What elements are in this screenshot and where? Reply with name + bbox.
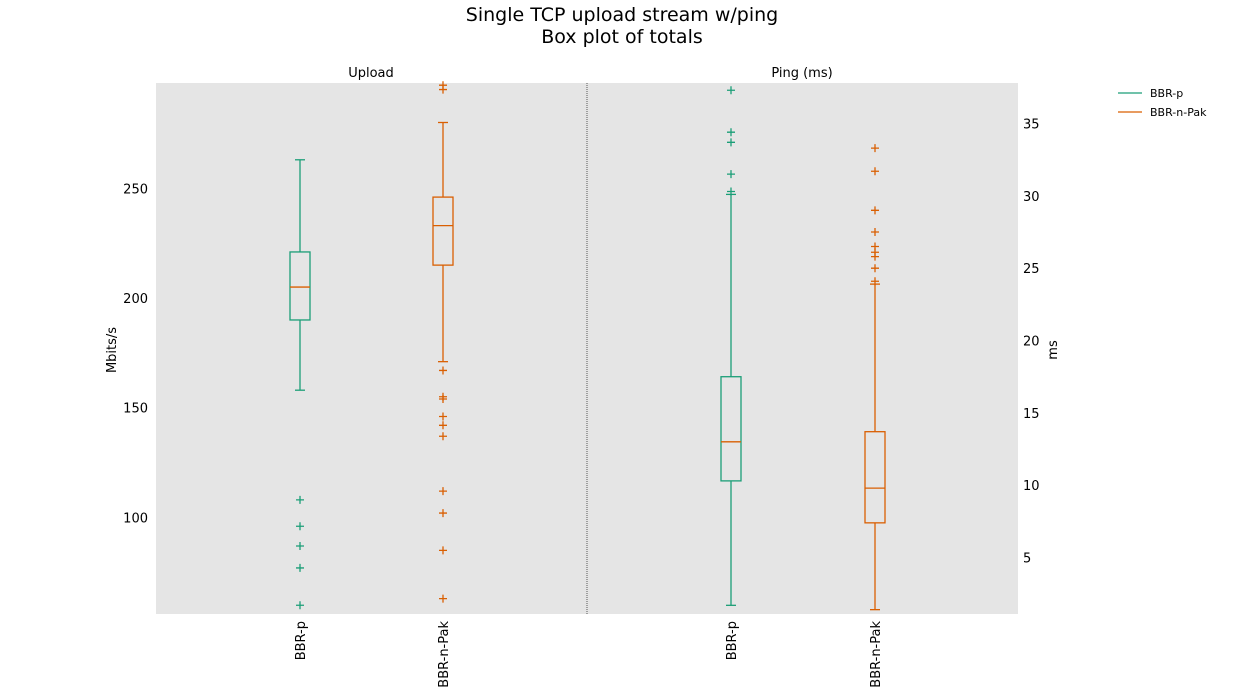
- ping-bbr-p-outlier: [727, 128, 735, 137]
- ping-bbr-p-box: [720, 376, 742, 482]
- ping-y-tick-label: 20: [1023, 335, 1040, 350]
- ping-y-tick-label: 15: [1023, 407, 1040, 422]
- ping-y-axis-label: ms: [1046, 340, 1061, 360]
- ping-y-tick-label: 25: [1023, 262, 1040, 277]
- upload-bbr-n-pak-outlier: [439, 394, 447, 403]
- upload-bbr-p-outlier: [296, 522, 304, 531]
- upload-bbr-n-pak-outlier: [439, 432, 447, 441]
- chart-subtitle: Box plot of totals: [541, 26, 703, 48]
- ping-y-tick-label: 10: [1023, 479, 1040, 494]
- upload-bbr-n-pak-outlier: [439, 594, 447, 603]
- ping-bbr-n-pak-outlier: [871, 252, 879, 261]
- ping-bbr-n-pak-outlier: [871, 167, 879, 176]
- upload-bbr-p-box: [289, 251, 311, 321]
- ping-bbr-n-pak-outlier: [871, 228, 879, 237]
- ping-y-tick-label: 5: [1023, 552, 1031, 567]
- ping-bbr-n-pak-outlier: [871, 277, 879, 286]
- ping-y-tick-label: 35: [1023, 118, 1040, 133]
- upload-y-tick-label: 200: [123, 292, 148, 307]
- upload-bbr-p-outlier: [296, 541, 304, 550]
- upload-y-axis-label: Mbits/s: [105, 327, 120, 373]
- ping-bbr-n-pak-box: [864, 431, 886, 524]
- upload-y-tick-label: 150: [123, 402, 148, 417]
- ping-x-tick-label: BBR-n-Pak: [869, 621, 884, 688]
- upload-bbr-n-pak-box: [432, 196, 454, 266]
- ping-x-tick-label: BBR-p: [725, 621, 740, 660]
- legend-label-bbr-p: BBR-p: [1150, 87, 1183, 100]
- upload-bbr-n-pak-outlier: [439, 421, 447, 430]
- upload-bbr-p-outlier: [296, 495, 304, 504]
- ping-bbr-n-pak-outlier: [871, 264, 879, 273]
- ping-bbr-p-outlier: [727, 86, 735, 95]
- ping-bbr-p-outlier: [727, 170, 735, 179]
- ping-bbr-p-outlier: [727, 187, 735, 196]
- upload-y-tick-label: 100: [123, 512, 148, 527]
- upload-panel-title: Upload: [348, 66, 394, 81]
- upload-bbr-n-pak-outlier: [439, 366, 447, 375]
- ping-bbr-p-outlier: [727, 138, 735, 147]
- upload-x-tick-label: BBR-p: [294, 621, 309, 660]
- upload-bbr-n-pak-outlier: [439, 487, 447, 496]
- upload-bbr-n-pak-outlier: [439, 509, 447, 518]
- ping-plot-area: [587, 83, 1018, 614]
- chart-title: Single TCP upload stream w/ping: [466, 4, 778, 26]
- ping-bbr-n-pak-outlier: [871, 144, 879, 153]
- legend-label-bbr-n-pak: BBR-n-Pak: [1150, 106, 1207, 119]
- upload-bbr-p-outlier: [296, 601, 304, 610]
- upload-bbr-n-pak-outlier: [439, 546, 447, 555]
- ping-bbr-n-pak-outlier: [871, 206, 879, 215]
- ping-panel-title: Ping (ms): [771, 66, 832, 81]
- upload-bbr-n-pak-outlier: [439, 85, 447, 94]
- upload-x-tick-label: BBR-n-Pak: [437, 621, 452, 688]
- upload-plot-area: [156, 83, 587, 614]
- upload-y-tick-label: 250: [123, 182, 148, 197]
- upload-bbr-p-outlier: [296, 563, 304, 572]
- upload-bbr-n-pak-outlier: [439, 412, 447, 421]
- ping-y-tick-label: 30: [1023, 190, 1040, 205]
- legend: BBR-p BBR-n-Pak: [1118, 87, 1207, 119]
